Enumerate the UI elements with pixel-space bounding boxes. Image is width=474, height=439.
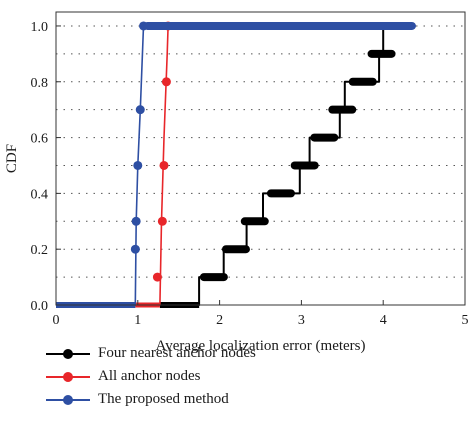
- y-tick-label: 0.2: [31, 243, 49, 258]
- y-tick-label: 0.4: [31, 187, 49, 202]
- data-point: [161, 77, 171, 87]
- y-tick-label: 0.0: [31, 299, 49, 314]
- x-tick-label: 1: [134, 313, 141, 328]
- y-tick-label: 0.8: [31, 76, 49, 91]
- data-point: [143, 21, 416, 30]
- data-point: [328, 105, 357, 114]
- series-0: [56, 26, 396, 308]
- data-point: [310, 133, 339, 142]
- data-point: [290, 161, 319, 170]
- data-point: [199, 273, 228, 282]
- x-tick-label: 4: [380, 313, 387, 328]
- data-point: [135, 105, 145, 115]
- legend-swatch-four-nearest: [44, 348, 92, 359]
- grid-lines: [56, 25, 465, 278]
- data-point: [348, 77, 377, 86]
- legend-item-four-nearest: Four nearest anchor nodes: [44, 342, 464, 365]
- legend: Four nearest anchor nodes All anchor nod…: [44, 342, 464, 411]
- y-tick-label: 0.6: [31, 132, 49, 147]
- y-tick-label: 1.0: [31, 20, 49, 35]
- x-tick-label: 3: [298, 313, 305, 328]
- x-tick-label: 0: [53, 313, 60, 328]
- x-tick-label: 2: [216, 313, 223, 328]
- data-point: [133, 160, 143, 170]
- legend-swatch-all-anchor: [44, 371, 92, 382]
- data-point: [266, 189, 295, 198]
- data-point: [131, 216, 141, 226]
- legend-item-proposed: The proposed method: [44, 388, 464, 411]
- series-2: [56, 21, 416, 308]
- legend-label-all-anchor: All anchor nodes: [98, 368, 201, 384]
- x-axis-label: Average localization error (meters): [155, 338, 365, 354]
- data-point: [130, 244, 140, 254]
- data-point: [367, 49, 396, 58]
- tick-layer: 0 1 2 3 4 5 0.0 0.2 0.4 0.6 0.8 1.0: [31, 20, 469, 328]
- legend-label-four-nearest: Four nearest anchor nodes: [98, 345, 256, 361]
- series-layer: [56, 21, 416, 308]
- legend-item-all-anchor: All anchor nodes: [44, 365, 464, 388]
- data-point: [152, 272, 162, 282]
- legend-swatch-proposed: [44, 394, 92, 405]
- data-point: [159, 160, 169, 170]
- data-point: [240, 217, 269, 226]
- data-point: [157, 216, 167, 226]
- plot-frame: [55, 11, 466, 306]
- data-point: [221, 245, 250, 254]
- y-axis-label: CDF: [4, 144, 20, 173]
- x-tick-label: 5: [462, 313, 469, 328]
- legend-label-proposed: The proposed method: [98, 391, 229, 407]
